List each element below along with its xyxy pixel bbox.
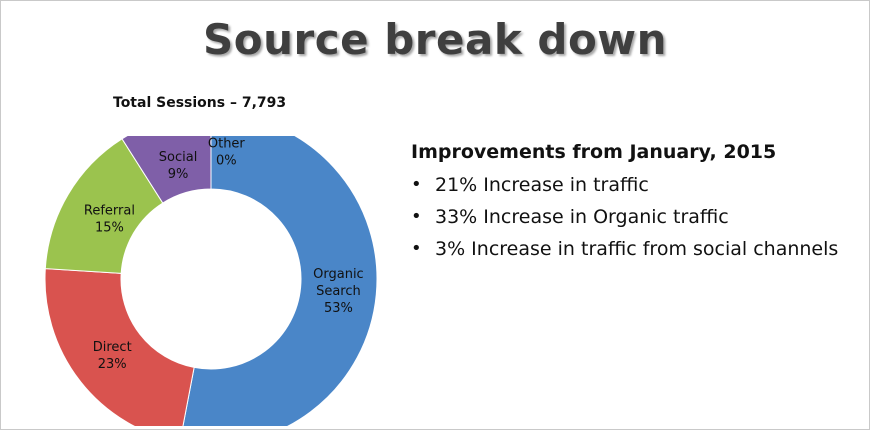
improvement-item: 33% Increase in Organic traffic	[411, 201, 851, 233]
improvement-item: 3% Increase in traffic from social chann…	[411, 233, 851, 265]
donut-slice	[44, 268, 195, 430]
slice-label: Referral 15%	[84, 203, 135, 235]
total-sessions: Total Sessions – 7,793	[113, 95, 287, 111]
slice-label: Social 9%	[159, 150, 198, 182]
donut-chart-svg: Organic Search 53% Direct 23% Referral 15% Soci…	[44, 112, 378, 430]
slide-title: Source break down	[203, 15, 667, 64]
improvements-list: 21% Increase in traffic 33% Increase in …	[411, 169, 851, 265]
improvement-item: 21% Increase in traffic	[411, 169, 851, 201]
donut-slice	[181, 112, 378, 430]
improvements-panel: Improvements from January, 2015 21% Incr…	[411, 141, 851, 265]
slice-label: Organic Search 53%	[313, 267, 364, 316]
improvements-heading: Improvements from January, 2015	[411, 141, 777, 163]
slice-label: Other 0%	[208, 136, 246, 168]
donut-chart: Organic Search 53% Direct 23% Referral 15% Soci…	[31, 112, 391, 430]
slice-label: Direct 23%	[93, 340, 132, 372]
